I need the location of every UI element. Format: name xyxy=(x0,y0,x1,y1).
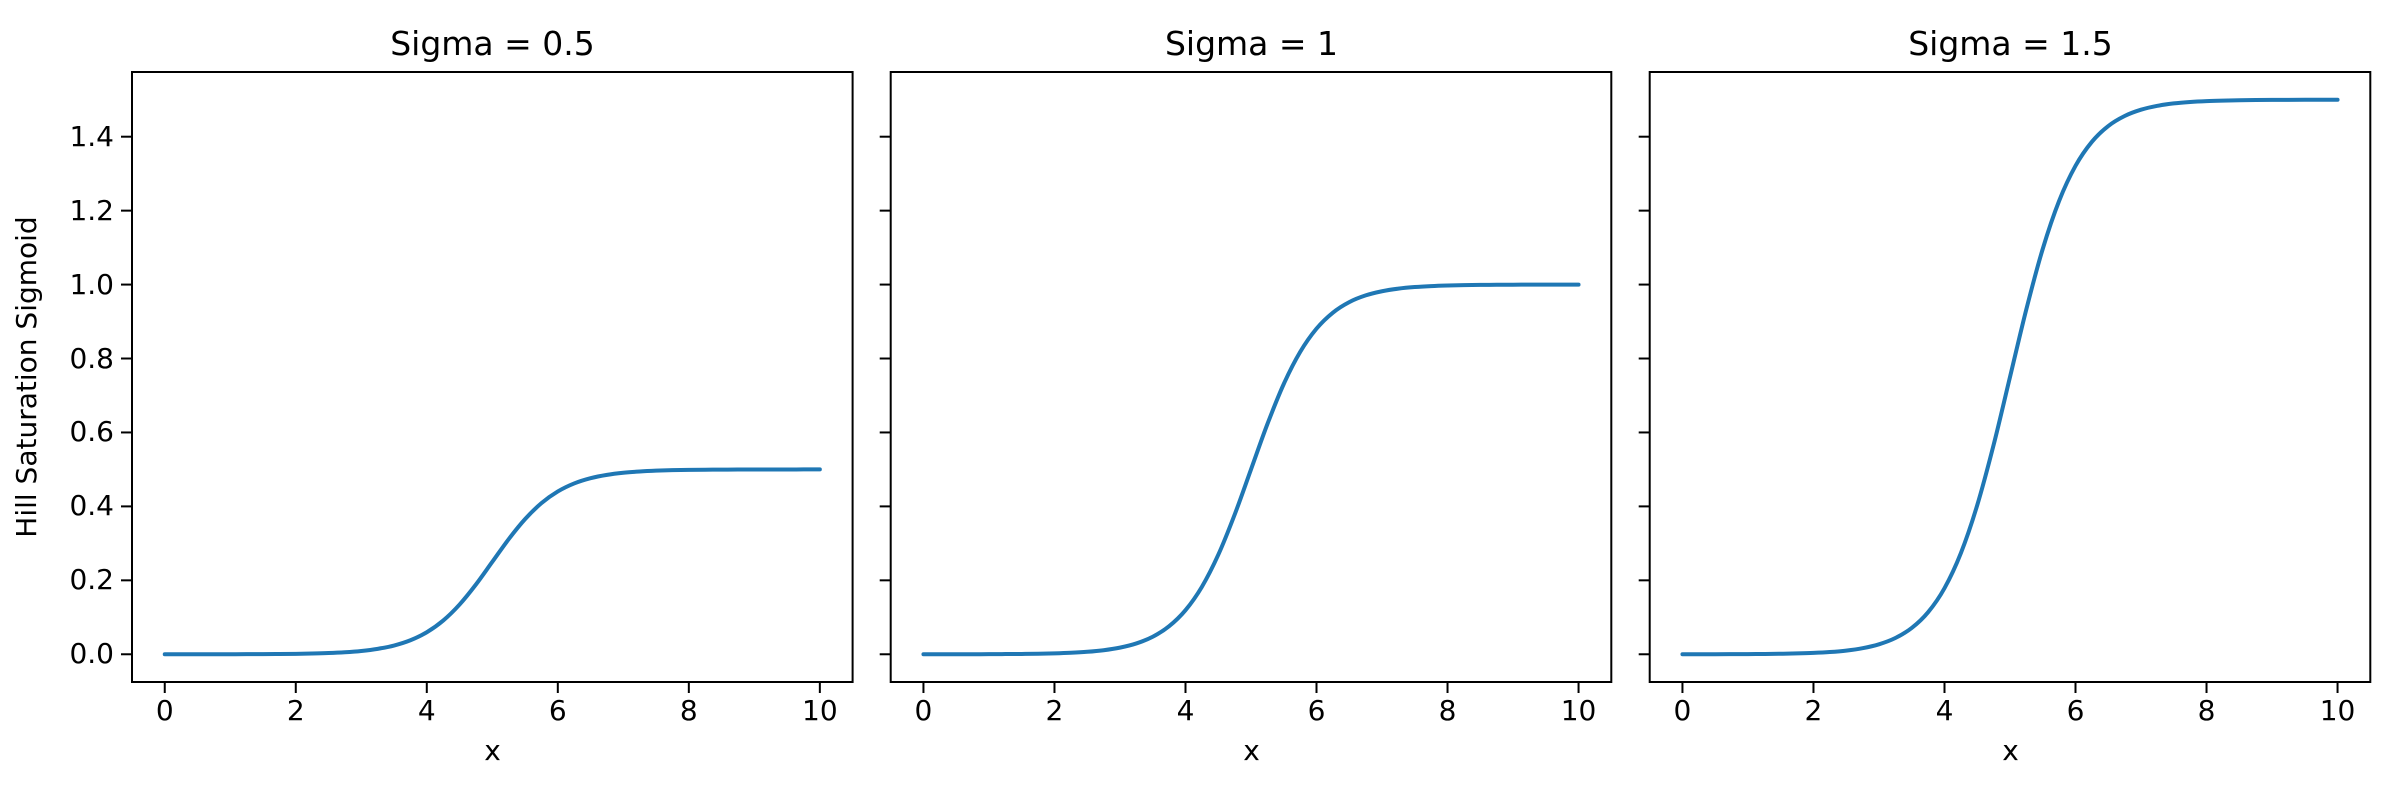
y-tick-label: 1.0 xyxy=(69,267,114,301)
axes-box-subplot-1 xyxy=(131,71,854,683)
x-tick-label: 0 xyxy=(914,694,933,727)
x-tick-label: 6 xyxy=(1307,694,1326,727)
axes-box-subplot-2 xyxy=(889,71,1613,683)
axes-box-subplot-3 xyxy=(1648,71,2372,683)
x-tick-label: 10 xyxy=(1560,694,1597,727)
x-tick-label: 10 xyxy=(2319,694,2356,727)
x-tick-label: 2 xyxy=(1045,694,1064,727)
x-tick-label: 4 xyxy=(1935,694,1954,727)
x-tick-label: 8 xyxy=(2197,694,2216,727)
x-tick-label: 0 xyxy=(155,694,174,727)
subplot-1-title: Sigma = 0.5 xyxy=(390,24,595,63)
x-tick-label: 2 xyxy=(1804,694,1823,727)
x-tick-label: 0 xyxy=(1673,694,1692,727)
x-tick-label: 2 xyxy=(286,694,305,727)
subplot-1-x-axis-label: x xyxy=(484,734,501,767)
x-tick-label: 8 xyxy=(1438,694,1457,727)
y-tick-label: 0.6 xyxy=(69,415,114,449)
y-tick-label: 1.2 xyxy=(69,193,114,227)
y-tick-label: 0.4 xyxy=(69,489,114,523)
curve-sigma-1 xyxy=(921,282,1581,657)
subplot-3-x-axis-label: x xyxy=(2002,734,2019,767)
x-tick-label: 8 xyxy=(679,694,698,727)
x-tick-label: 4 xyxy=(417,694,436,727)
y-tick-label: 0.0 xyxy=(69,637,114,671)
x-tick-label: 6 xyxy=(2066,694,2085,727)
x-tick-label: 10 xyxy=(802,694,838,727)
y-tick-label: 0.8 xyxy=(69,341,114,375)
curve-sigma-1.5 xyxy=(1680,97,2340,657)
y-tick-label: 0.2 xyxy=(69,563,114,597)
x-tick-label: 4 xyxy=(1176,694,1195,727)
curve-sigma-0.5 xyxy=(162,467,822,657)
x-tick-label: 6 xyxy=(548,694,567,727)
subplot-2-title: Sigma = 1 xyxy=(1164,24,1339,63)
subplot-3-title: Sigma = 1.5 xyxy=(1908,24,2113,63)
subplot-2-x-axis-label: x xyxy=(1243,734,1260,767)
y-tick-label: 1.4 xyxy=(69,119,114,153)
